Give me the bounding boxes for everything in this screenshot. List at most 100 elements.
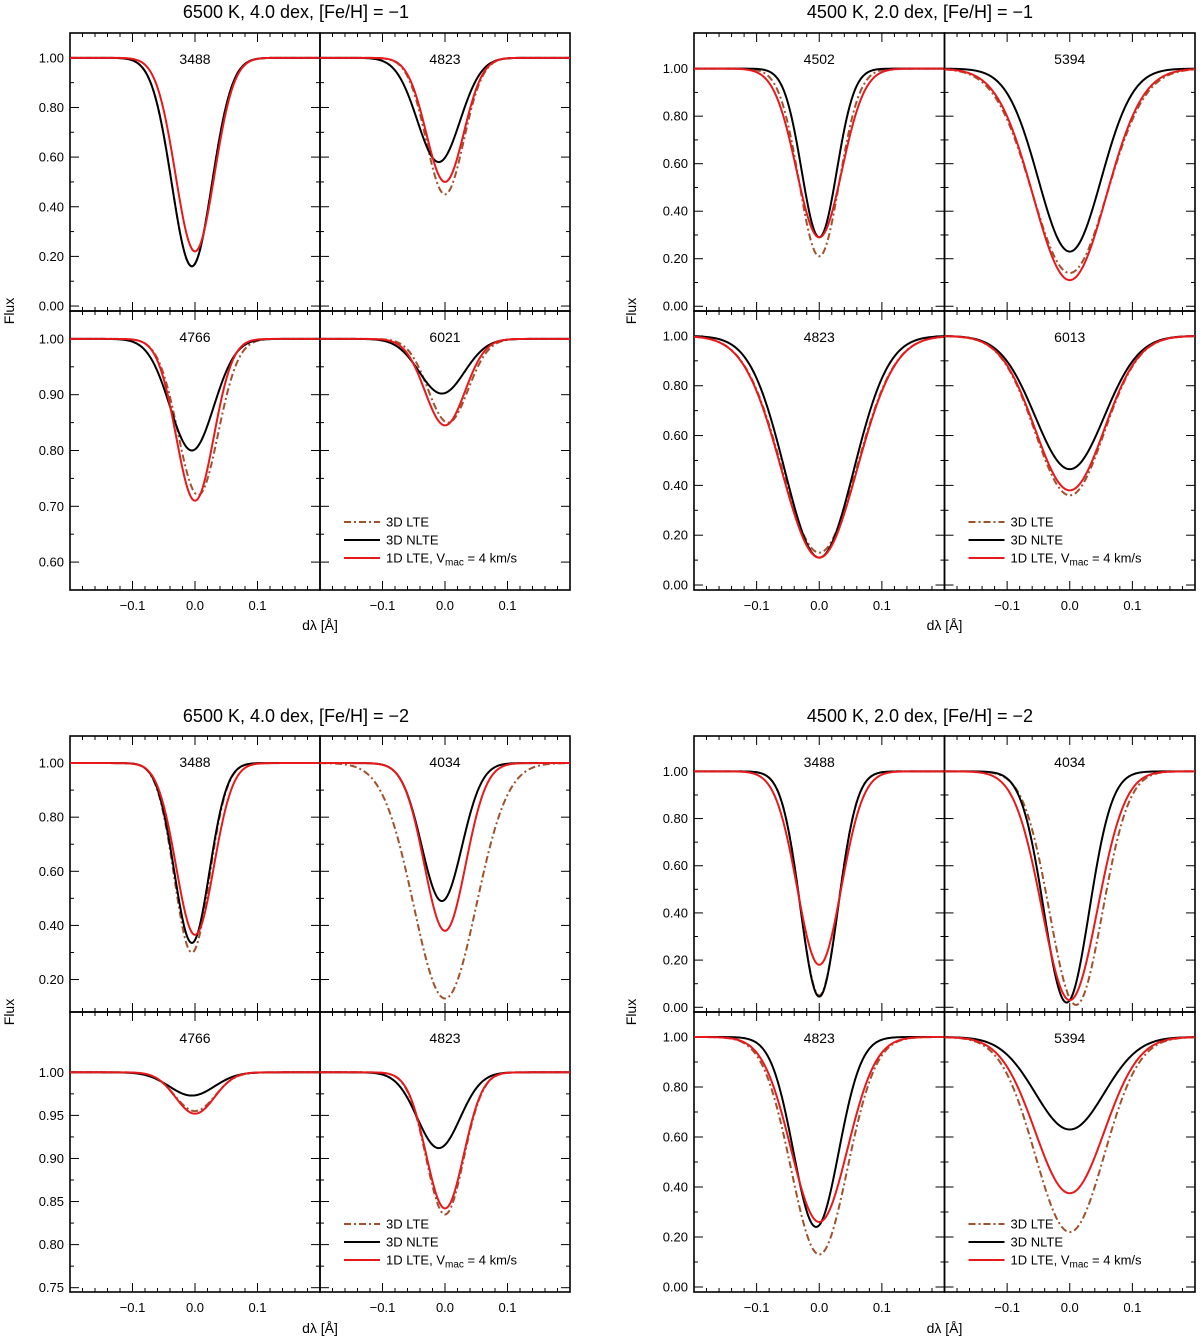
panel-4823: 0.00 0.20 0.40 0.60 0.80 1.00 −0.1 0.0 0.1 4823: [663, 1011, 946, 1315]
series-line-nlte3d: [70, 337, 320, 452]
series-line-lte3d: [944, 1036, 1195, 1234]
series-line-lte3d: [70, 56, 320, 268]
series-line-nlte3d: [944, 770, 1195, 1004]
series-line-nlte3d: [944, 67, 1195, 253]
chart-title: 6500 K, 4.0 dex, [Fe/H] = −2: [183, 706, 409, 726]
panel-frame: [943, 735, 1196, 1013]
panel-label: 5394: [1054, 1030, 1085, 1046]
x-tick-label: −0.1: [120, 598, 146, 613]
y-tick-label: 1.00: [39, 331, 64, 346]
series-line-lte3d: [320, 1071, 570, 1216]
x-tick-label: 0.1: [873, 598, 891, 613]
y-tick-label: 0.75: [39, 1280, 64, 1295]
y-tick-label: 0.60: [663, 858, 688, 873]
legend-label-main: 1D LTE, V: [1011, 551, 1070, 566]
series-line-lte3d: [320, 337, 570, 424]
legend-label-lte3d: 3D LTE: [386, 515, 429, 530]
x-tick-label: 0.0: [436, 1300, 454, 1315]
x-tick-label: 0.1: [498, 1300, 516, 1315]
chart-title: 4500 K, 2.0 dex, [Fe/H] = −1: [807, 2, 1033, 22]
y-tick-label: 0.80: [663, 378, 688, 393]
legend-label-sub: mac: [1070, 558, 1089, 569]
panel-6013: −0.1 0.0 0.1 6013 3D LTE 3D NLTE 1D LTE, Vmac …: [943, 310, 1196, 613]
series-line-lte3d: [320, 56, 570, 196]
series-line-lte3d: [694, 335, 945, 554]
legend: 3D LTE 3D NLTE 1D LTE, Vmac = 4 km/s: [968, 1217, 1142, 1271]
series-line-lte1d: [70, 56, 320, 253]
x-tick-label: 0.0: [186, 1300, 204, 1315]
series-line-nlte3d: [320, 762, 570, 902]
y-tick-label: 0.00: [663, 578, 688, 593]
y-tick-label: 0.60: [663, 428, 688, 443]
x-tick-label: 0.0: [1061, 598, 1079, 613]
panel-3488: 0.20 0.40 0.60 0.80 1.00 3488: [39, 735, 321, 1013]
panel-4034: 4034: [319, 735, 571, 1013]
series-line-lte1d: [320, 762, 570, 932]
panel-label: 3488: [804, 754, 835, 770]
panel-4034: 4034: [943, 735, 1196, 1013]
panel-frame: [319, 735, 571, 1013]
series-line-lte3d: [70, 762, 320, 954]
series-line-lte1d: [70, 762, 320, 936]
y-tick-label: 0.80: [663, 109, 688, 124]
chart-block-1: 6500 K, 4.0 dex, [Fe/H] = −1 0.00 0.20 0.40…: [1, 2, 571, 633]
y-tick-label: 0.40: [663, 204, 688, 219]
series-line-nlte3d: [320, 337, 570, 395]
y-tick-label: 0.60: [39, 150, 64, 165]
panel-frame: [693, 1011, 946, 1293]
x-tick-label: 0.0: [186, 598, 204, 613]
series-line-nlte3d: [944, 1036, 1195, 1131]
series-line-lte3d: [70, 337, 320, 497]
y-tick-label: 0.80: [39, 443, 64, 458]
y-tick-label: 0.40: [39, 918, 64, 933]
x-tick-label: 0.0: [810, 1300, 828, 1315]
series-line-nlte3d: [70, 1071, 320, 1097]
legend-label-nlte3d: 3D NLTE: [1011, 533, 1064, 548]
panel-frame: [693, 310, 946, 591]
chart-block-2: 4500 K, 2.0 dex, [Fe/H] = −1 0.00 0.20 0.40…: [623, 2, 1196, 633]
y-tick-label: 0.00: [39, 299, 64, 314]
series-line-lte1d: [320, 1071, 570, 1210]
y-tick-label: 0.85: [39, 1194, 64, 1209]
chart-title: 6500 K, 4.0 dex, [Fe/H] = −1: [183, 2, 409, 22]
x-tick-label: −0.1: [994, 598, 1020, 613]
panel-label: 4823: [429, 51, 460, 67]
x-axis-label: dλ [Å]: [302, 1320, 338, 1336]
legend-label-sub: mac: [1070, 1260, 1089, 1271]
panel-frame: [319, 310, 571, 591]
panel-frame: [69, 735, 321, 1013]
y-tick-label: 0.20: [39, 972, 64, 987]
panel-5394: −0.1 0.0 0.1 5394 3D LTE 3D NLTE 1D LTE, Vmac …: [943, 1011, 1196, 1315]
panel-frame: [69, 32, 321, 312]
series-line-nlte3d: [70, 56, 320, 268]
y-tick-label: 1.00: [663, 61, 688, 76]
x-tick-label: −0.1: [370, 598, 396, 613]
panel-label: 3488: [179, 51, 210, 67]
y-tick-label: 0.90: [39, 1151, 64, 1166]
panel-label: 4502: [804, 51, 835, 67]
y-tick-label: 0.20: [39, 249, 64, 264]
chart-block-4: 4500 K, 2.0 dex, [Fe/H] = −2 0.00 0.20 0.40…: [623, 706, 1196, 1336]
series-line-lte1d: [944, 335, 1195, 492]
y-tick-label: 0.40: [663, 905, 688, 920]
panel-6021: −0.1 0.0 0.1 6021 3D LTE 3D NLTE 1D LTE, Vmac …: [319, 310, 571, 613]
x-tick-label: −0.1: [370, 1300, 396, 1315]
y-tick-label: 0.60: [663, 156, 688, 171]
panel-label: 6013: [1054, 329, 1085, 345]
y-tick-label: 1.00: [663, 328, 688, 343]
series-line-lte1d: [694, 67, 945, 239]
panel-frame: [943, 32, 1196, 312]
y-tick-label: 1.00: [39, 50, 64, 65]
panel-label: 4034: [429, 754, 460, 770]
series-line-lte1d: [694, 335, 945, 559]
legend: 3D LTE 3D NLTE 1D LTE, Vmac = 4 km/s: [344, 515, 518, 569]
series-line-lte1d: [944, 1036, 1195, 1195]
series-line-lte1d: [70, 1071, 320, 1115]
y-tick-label: 0.00: [663, 299, 688, 314]
x-axis-label: dλ [Å]: [302, 617, 338, 633]
panel-label: 4823: [429, 1030, 460, 1046]
panel-label: 4766: [179, 1030, 210, 1046]
y-tick-label: 0.60: [663, 1130, 688, 1145]
panel-label: 6021: [429, 329, 460, 345]
panel-4823: 4823: [319, 32, 571, 312]
